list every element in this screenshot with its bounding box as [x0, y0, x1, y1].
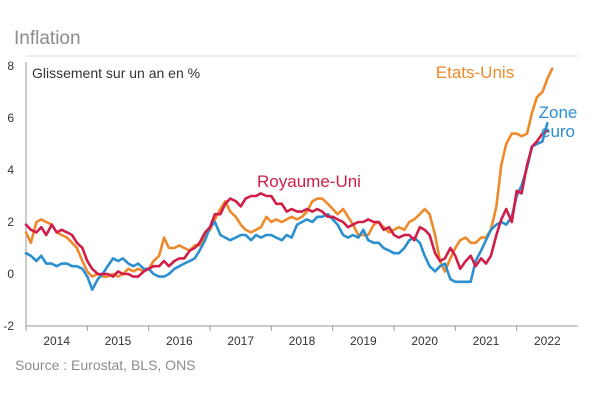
- source-note: Source : Eurostat, BLS, ONS: [15, 357, 196, 373]
- y-tick-label: 2: [7, 215, 14, 229]
- series-lines: [24, 67, 554, 291]
- x-tick-label: 2017: [227, 334, 254, 348]
- y-axis-ticks: -2 0 2 4 6 8: [3, 59, 14, 333]
- x-tick-label: 2018: [289, 334, 316, 348]
- series-labels: Etats-Unis Zone euro Royaume-Uni: [257, 63, 577, 191]
- series-label-zone-euro: Zone euro: [539, 103, 578, 141]
- x-tick-label: 2015: [105, 334, 132, 348]
- x-tick-label: 2014: [43, 334, 70, 348]
- x-tick-label: 2021: [473, 334, 500, 348]
- series-label-etats-unis: Etats-Unis: [436, 63, 514, 82]
- x-tick-label: 2022: [534, 334, 561, 348]
- x-tick-label: 2020: [411, 334, 438, 348]
- y-tick-label: 6: [7, 111, 14, 125]
- y-tick-label: 4: [7, 163, 14, 177]
- x-tick-label: 2019: [350, 334, 377, 348]
- y-tick-label: -2: [3, 319, 14, 333]
- x-tick-label: 2016: [166, 334, 193, 348]
- series-label-royaume-uni: Royaume-Uni: [257, 172, 361, 191]
- series-line-zone-euro: [24, 121, 549, 291]
- x-axis-ticks: 2014 2015 2016 2017 2018 2019 2020 2021 2022: [25, 326, 561, 348]
- page-title: Inflation: [14, 28, 81, 49]
- series-line-royaume-uni: [24, 129, 549, 278]
- y-tick-label: 0: [7, 267, 14, 281]
- chart-subtitle: Glissement sur un an en %: [32, 65, 200, 81]
- y-tick-label: 8: [7, 59, 14, 73]
